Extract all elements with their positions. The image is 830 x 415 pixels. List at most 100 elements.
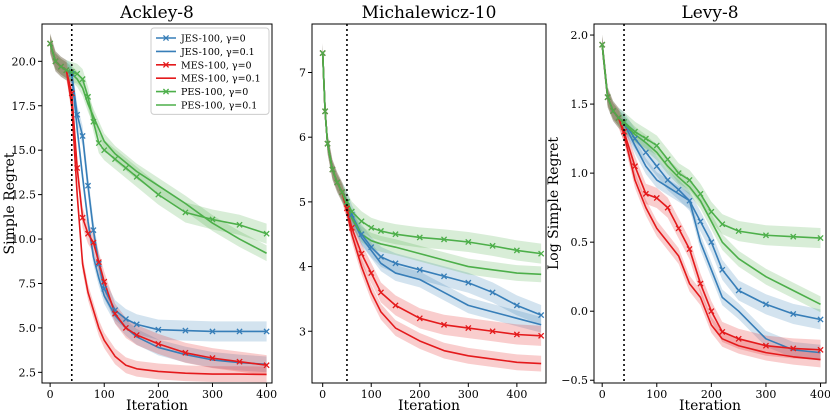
data-point-marker — [599, 41, 606, 48]
x-axis-label: Iteration — [126, 398, 188, 414]
legend-label: PES-100, γ=0.1 — [181, 101, 257, 112]
data-point-marker — [762, 301, 770, 308]
data-point-marker — [735, 228, 742, 235]
x-axis-label: Iteration — [679, 398, 741, 414]
data-point-marker — [416, 234, 423, 241]
data-point-marker — [74, 164, 81, 172]
y-tick-label: 5 — [299, 196, 306, 209]
data-point-marker — [642, 190, 649, 197]
data-point-marker — [133, 331, 140, 339]
x-tick-label: 300 — [202, 388, 223, 401]
data-point-marker — [465, 279, 472, 286]
x-tick-label: 300 — [458, 388, 479, 401]
x-axis-label: Iteration — [398, 398, 460, 414]
data-point-marker — [182, 327, 189, 334]
data-point-marker — [686, 246, 693, 253]
x-tick-label: 100 — [94, 388, 115, 401]
x-tick-label: 200 — [409, 388, 430, 401]
data-point-marker — [95, 259, 102, 266]
data-point-marker — [263, 230, 270, 237]
data-point-marker — [263, 362, 270, 369]
data-point-marker — [697, 190, 704, 197]
plot-area — [599, 34, 824, 368]
x-tick-label: 400 — [256, 388, 277, 401]
x-tick-label: 400 — [810, 388, 830, 401]
data-point-marker — [122, 324, 129, 331]
data-point-marker — [334, 179, 341, 186]
y-tick-label: 10.0 — [12, 233, 37, 246]
chart-title: Michalewicz-10 — [362, 3, 497, 23]
data-point-marker — [368, 224, 375, 231]
x-tick-label: 0 — [599, 388, 606, 401]
data-point-marker — [209, 216, 216, 223]
data-point-marker — [377, 289, 384, 296]
legend-item: JES-100, γ=0 — [156, 34, 246, 45]
data-point-marker — [610, 107, 617, 115]
data-point-marker — [416, 315, 423, 322]
data-point-marker — [368, 269, 375, 277]
confidence-band-2 — [322, 45, 542, 333]
data-point-marker — [538, 312, 545, 319]
y-tick-label: 1.0 — [571, 167, 589, 180]
data-point-marker — [358, 231, 365, 238]
y-tick-label: 3 — [299, 325, 306, 338]
confidence-band-5 — [602, 34, 821, 249]
y-tick-label: 6 — [299, 131, 306, 144]
chart-title: Levy-8 — [681, 3, 738, 23]
data-point-marker — [377, 253, 384, 260]
data-point-marker — [489, 328, 496, 335]
data-point-marker — [348, 224, 355, 231]
y-tick-label: 0.0 — [571, 305, 589, 318]
data-point-marker — [631, 135, 639, 142]
data-point-marker — [263, 328, 270, 335]
data-point-marker — [155, 191, 162, 198]
data-point-marker — [538, 250, 545, 257]
data-point-marker — [79, 76, 86, 83]
chart-panel-3: 0 100 200 300 400 −0.5 0.0 0.5 1.0 1.5 2.0 Levy-8 It… — [546, 3, 830, 414]
series-markers-5 — [47, 40, 270, 237]
legend-label: JES-100, γ=0 — [180, 34, 246, 45]
data-point-marker — [392, 302, 399, 309]
data-point-marker — [513, 302, 520, 309]
data-point-marker — [84, 93, 92, 100]
data-point-marker — [236, 358, 243, 365]
data-point-marker — [133, 321, 140, 328]
data-point-marker — [133, 173, 140, 180]
data-point-marker — [790, 310, 797, 318]
y-tick-label: 2.5 — [19, 366, 37, 379]
data-point-marker — [653, 194, 660, 202]
data-point-marker — [631, 128, 639, 135]
y-tick-label: 5.0 — [19, 322, 37, 335]
data-point-marker — [735, 287, 742, 294]
data-point-marker — [664, 176, 671, 184]
data-point-marker — [329, 166, 336, 173]
data-point-marker — [790, 345, 797, 352]
data-point-marker — [513, 331, 520, 338]
x-tick-label: 0 — [319, 388, 326, 401]
x-tick-label: 200 — [701, 388, 722, 401]
series-line-6 — [321, 53, 542, 276]
data-point-marker — [686, 197, 693, 204]
data-point-marker — [236, 221, 243, 228]
data-point-marker — [719, 221, 726, 228]
data-point-marker — [708, 239, 715, 246]
chart-panel-1: 0 100 200 300 400 2.5 5.0 7.5 10.0 12.5 15.0 17.5 20… — [2, 3, 277, 414]
legend-item: MES-100, γ=0 — [156, 60, 252, 71]
legend-label: MES-100, γ=0.1 — [181, 74, 261, 85]
data-point-marker — [708, 208, 715, 215]
data-point-marker — [90, 239, 97, 246]
confidence-band-4 — [602, 36, 821, 368]
y-tick-label: 15.0 — [12, 144, 37, 157]
data-point-marker — [101, 278, 108, 285]
data-point-marker — [209, 328, 216, 335]
data-point-marker — [182, 209, 189, 216]
data-point-marker — [182, 349, 189, 356]
legend-marker — [162, 61, 170, 68]
axes-frame — [41, 23, 273, 384]
data-point-marker — [68, 90, 75, 97]
y-tick-label: 7.5 — [19, 277, 37, 290]
data-point-marker — [538, 332, 545, 339]
chart-panel-2: 0 100 200 300 400 3 4 5 6 7 Michalewicz-10 Iteratio… — [299, 3, 547, 414]
data-point-marker — [74, 70, 81, 77]
